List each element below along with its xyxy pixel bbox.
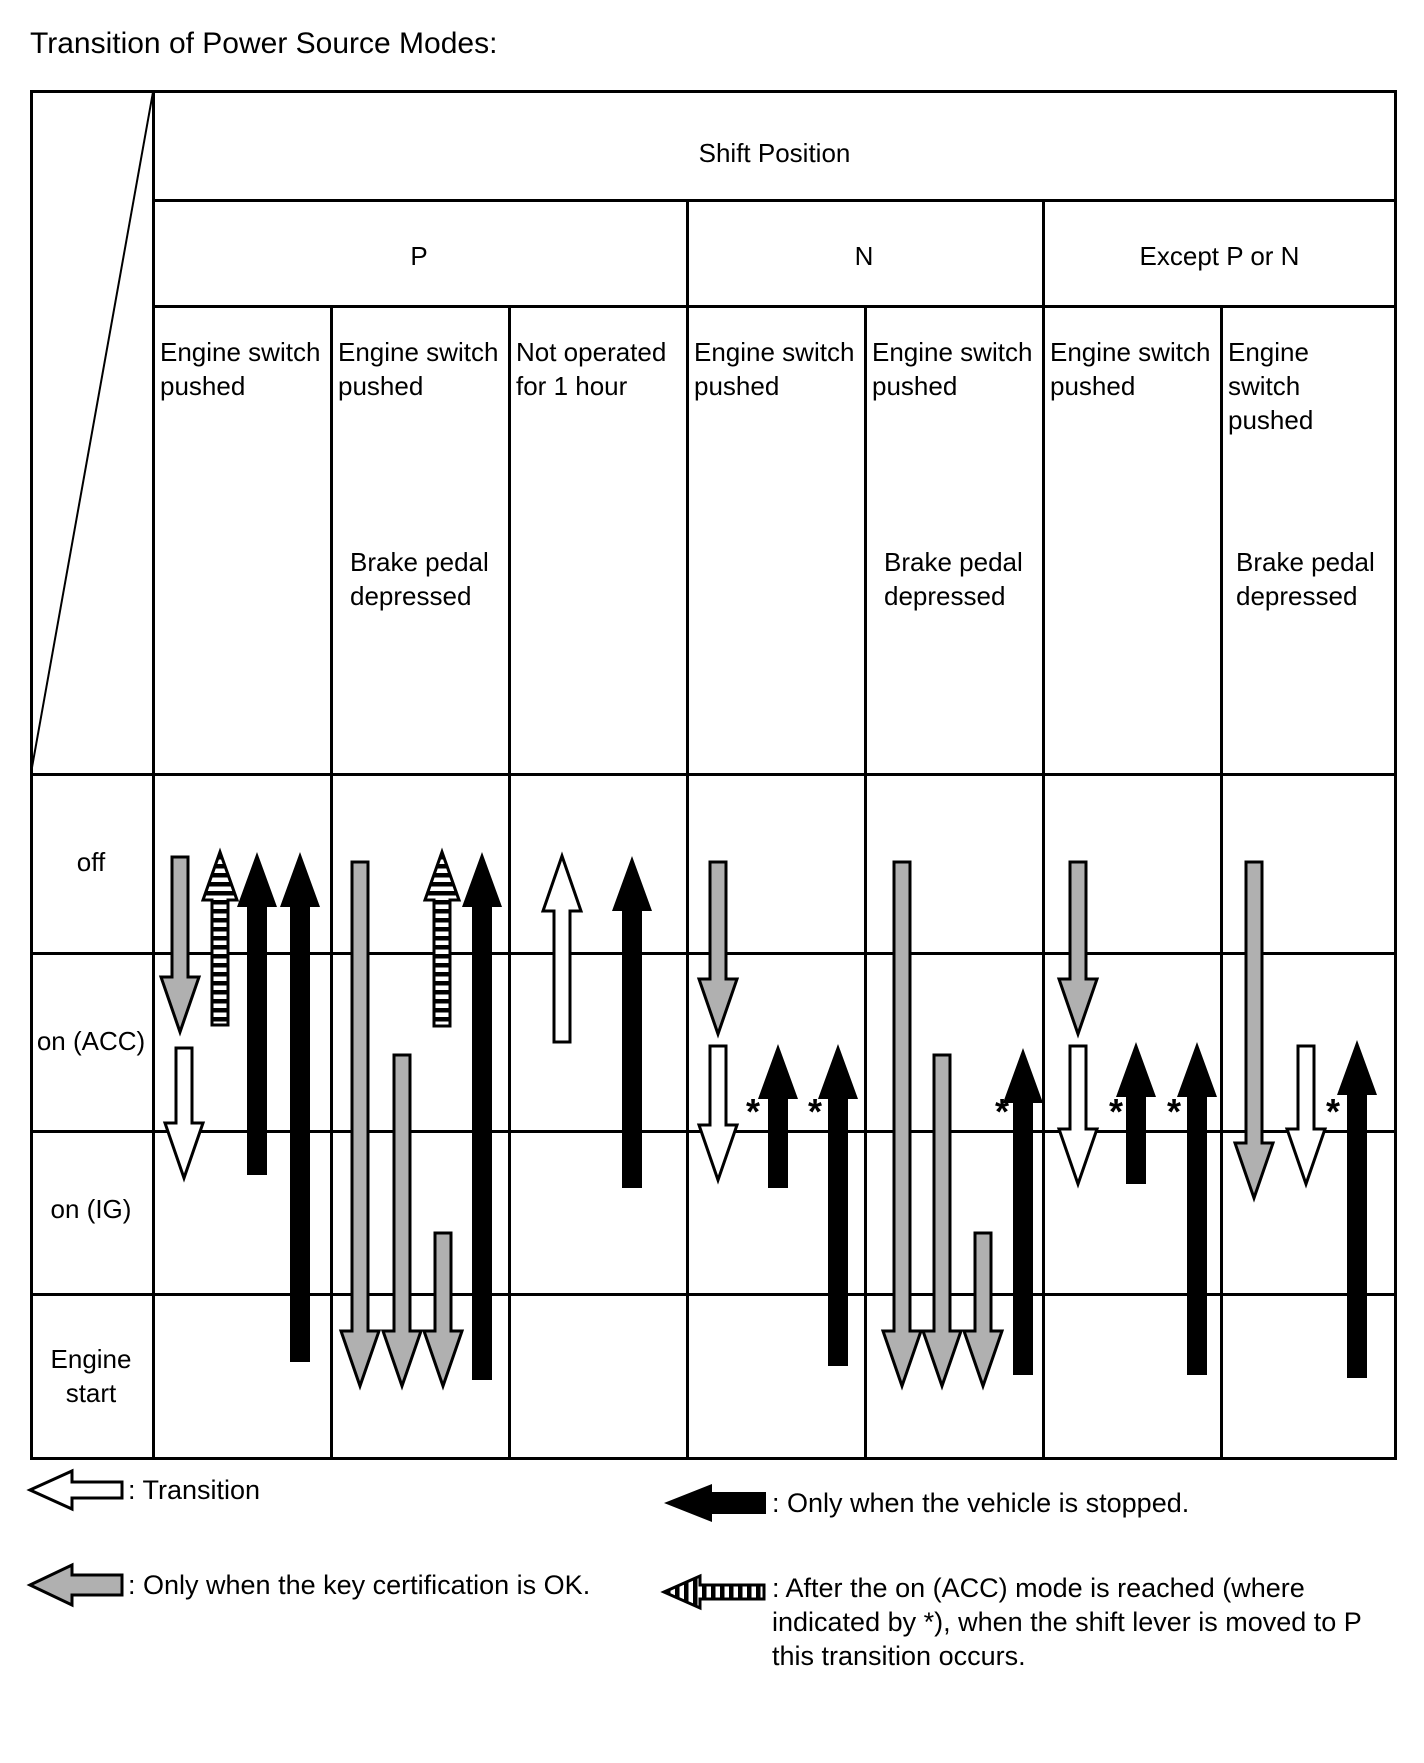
- row-label-off: off: [76, 847, 106, 877]
- legend-acc-reached-label: : After the on (ACC) mode is reached (wh…: [772, 1573, 1362, 1671]
- row-label-on-acc: on (ACC): [36, 1026, 146, 1056]
- acc-reached-asterisk: *: [746, 1091, 760, 1132]
- legend-transition-label: : Transition: [128, 1475, 261, 1505]
- arrow-striped-left: [660, 1573, 766, 1611]
- arrow-striped-up: [200, 847, 240, 1027]
- arrow-gray-down: [961, 1231, 1005, 1391]
- arrow-black-up: [1116, 1042, 1156, 1184]
- condition-top-3: Not operated for 1 hour: [516, 337, 667, 401]
- grid-line: [152, 305, 1397, 308]
- arrow-white-left: [26, 1468, 124, 1512]
- arrow-white-down: [696, 1044, 740, 1185]
- arrow-white-down: [1056, 1044, 1100, 1189]
- arrow-black-up: [462, 852, 502, 1380]
- grid-line: [864, 305, 867, 1460]
- legend-vehicle-stopped-label: : Only when the vehicle is stopped.: [772, 1488, 1190, 1518]
- arrow-black-up: [280, 852, 320, 1362]
- arrow-black-up: [758, 1044, 798, 1188]
- grid-line: [1042, 199, 1045, 1460]
- condition-top-4: Engine switch pushed: [694, 337, 855, 401]
- header-group-except-p-n: Except P or N: [1139, 241, 1300, 271]
- condition-bottom-7: Brake pedal depressed: [1236, 547, 1375, 611]
- arrow-gray-down: [338, 860, 382, 1391]
- grid-line: [330, 305, 333, 1460]
- condition-bottom-2: Brake pedal depressed: [350, 547, 489, 611]
- condition-top-7: Engine switch pushed: [1228, 337, 1314, 435]
- acc-reached-asterisk: *: [1109, 1091, 1123, 1132]
- acc-reached-asterisk: *: [1167, 1091, 1181, 1132]
- grid-line: [1220, 305, 1223, 1460]
- arrow-white-up: [540, 851, 584, 1044]
- grid-line: [508, 305, 511, 1460]
- arrow-gray-down: [1056, 860, 1100, 1039]
- page-title: Transition of Power Source Modes:: [30, 27, 498, 60]
- grid-line: [30, 90, 1397, 93]
- arrow-white-down: [162, 1046, 206, 1183]
- arrow-gray-down: [158, 855, 202, 1037]
- header-group-p: P: [410, 241, 428, 271]
- arrow-gray-down: [696, 860, 740, 1039]
- arrow-black-up: [1337, 1040, 1377, 1378]
- condition-bottom-5: Brake pedal depressed: [884, 547, 1023, 611]
- acc-reached-asterisk: *: [808, 1091, 822, 1132]
- arrow-black-left: [664, 1484, 766, 1522]
- arrow-gray-down: [880, 860, 924, 1391]
- arrow-black-up: [612, 856, 652, 1188]
- arrow-black-up: [818, 1044, 858, 1366]
- header-shift-position: Shift Position: [698, 138, 851, 168]
- arrow-gray-down: [920, 1053, 964, 1391]
- legend-key-certification-label: : Only when the key certification is OK.: [128, 1570, 591, 1600]
- condition-top-6: Engine switch pushed: [1050, 337, 1211, 401]
- grid-line: [152, 199, 1397, 202]
- arrow-black-up: [1177, 1042, 1217, 1375]
- arrow-striped-up: [422, 847, 462, 1028]
- grid-line: [30, 1457, 1397, 1460]
- acc-reached-asterisk: *: [1326, 1091, 1340, 1132]
- arrow-white-down: [1284, 1044, 1328, 1189]
- acc-reached-asterisk: *: [995, 1091, 1009, 1132]
- arrow-gray-down: [1232, 860, 1276, 1203]
- arrow-gray-down: [421, 1231, 465, 1391]
- grid-line: [686, 199, 689, 1460]
- grid-line: [30, 1293, 1397, 1296]
- header-group-n: N: [854, 241, 874, 271]
- diagonal-divider: [30, 91, 154, 774]
- row-label-engine-start: Engine start: [50, 1344, 132, 1408]
- condition-top-1: Engine switch pushed: [160, 337, 321, 401]
- condition-top-5: Engine switch pushed: [872, 337, 1033, 401]
- arrow-gray-left: [26, 1562, 124, 1608]
- arrow-black-up: [237, 852, 277, 1175]
- arrow-gray-down: [380, 1053, 424, 1391]
- grid-line: [30, 773, 1397, 776]
- condition-top-2: Engine switch pushed: [338, 337, 499, 401]
- row-label-on-ig: on (IG): [50, 1194, 132, 1224]
- arrow-black-up: [1003, 1048, 1043, 1375]
